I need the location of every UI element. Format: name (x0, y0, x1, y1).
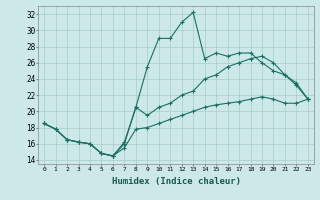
X-axis label: Humidex (Indice chaleur): Humidex (Indice chaleur) (111, 177, 241, 186)
